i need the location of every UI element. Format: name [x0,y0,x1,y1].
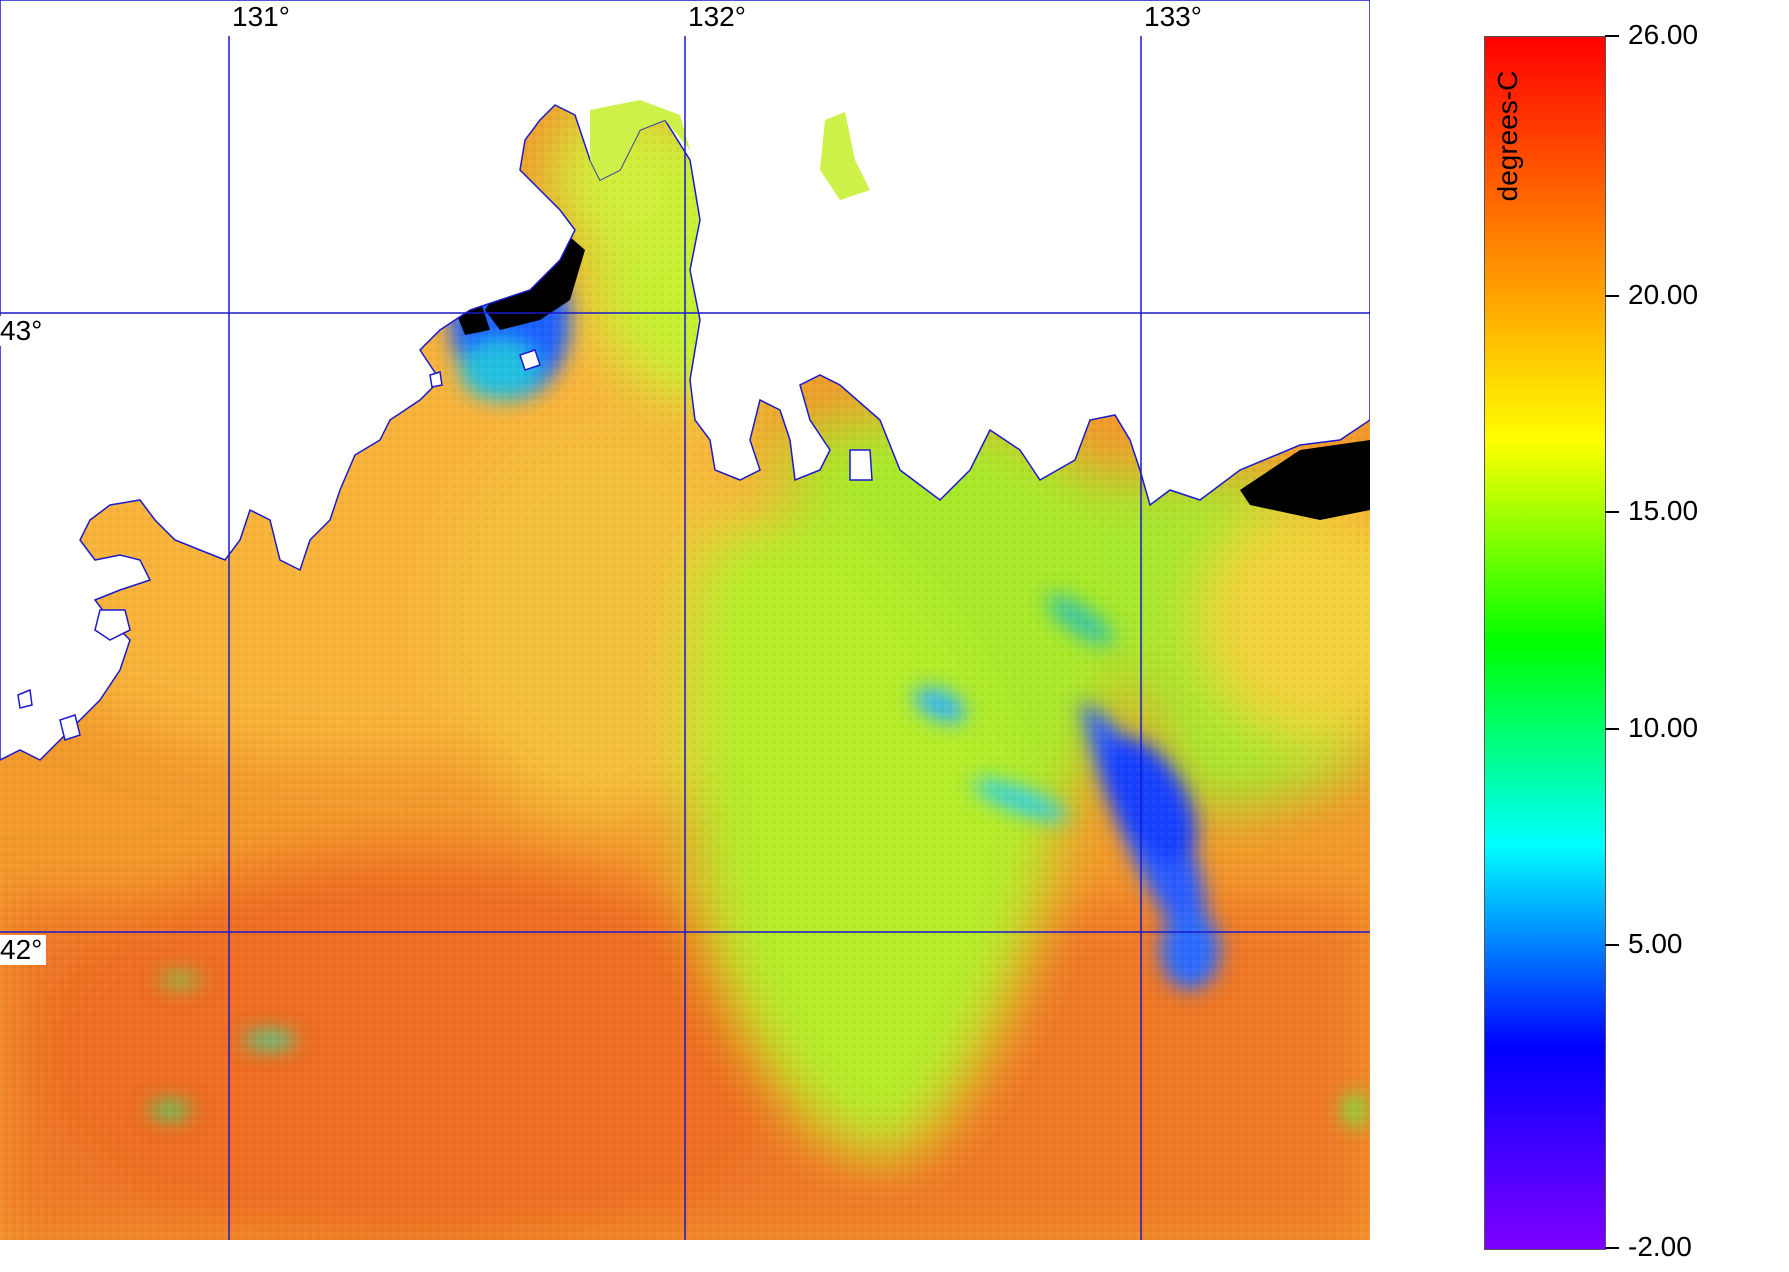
colorbar-tick-label: 5.00 [1628,928,1683,959]
colorbar-tick [1605,1247,1619,1249]
colorbar-tick [1605,727,1619,730]
colorbar-tick [1605,35,1619,37]
colorbar-tick-label: 26.00 [1628,19,1699,50]
graticule [0,36,1370,1240]
land [0,0,1370,761]
colorbar-tick [1605,294,1619,297]
colorbar-unit-label: degrees-C [1492,70,1523,202]
colorbar-tick-label: 15.00 [1628,495,1699,527]
sea-surface-temperature-map [0,0,1370,1240]
latitude-label-43: 43° [0,316,47,346]
colorbar-tick-label: 20.00 [1628,278,1699,310]
colorbar-tick [1605,511,1619,514]
latitude-label-42: 42° [0,935,47,965]
colorbar-tick-label: -2.00 [1628,1231,1692,1262]
longitude-label-131: 131° [232,1,290,32]
coastal-shallows [590,100,870,200]
colorbar-tick [1605,944,1619,946]
colorbar-tick-label: 10.00 [1628,711,1699,743]
longitude-label-133: 133° [1144,1,1202,32]
colorbar [1484,36,1606,1250]
longitude-label-132: 132° [688,1,746,32]
